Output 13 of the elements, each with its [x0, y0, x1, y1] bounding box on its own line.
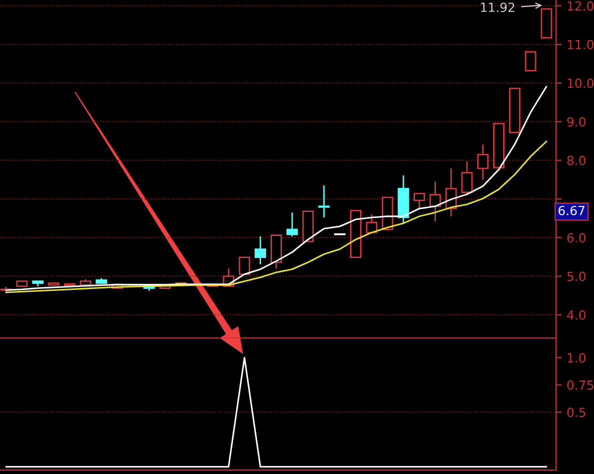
y-tick-label: 1.0 — [568, 353, 586, 363]
y-tick-label: 4.0 — [567, 310, 586, 320]
y-tick-label: 0.5 — [567, 408, 586, 418]
annotation: 11.92 — [481, 2, 514, 12]
y-tick-label: 11.0 — [568, 40, 594, 50]
y-tick-label: 5.0 — [567, 272, 586, 282]
annotation: 6.67 — [558, 206, 584, 216]
y-tick-label: 10.0 — [568, 78, 594, 88]
y-tick-label: 0.75 — [567, 380, 594, 390]
y-tick-label: 9.0 — [567, 117, 586, 127]
y-tick-label: 12.0 — [568, 1, 594, 11]
y-tick-label: 8.0 — [567, 156, 586, 166]
y-tick-label: 6.0 — [567, 233, 586, 242]
